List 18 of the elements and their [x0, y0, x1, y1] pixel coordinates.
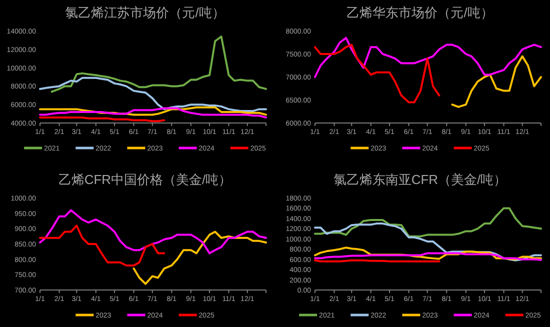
line-series [39, 224, 166, 266]
line-series [39, 209, 267, 254]
line-series [39, 106, 267, 116]
chart-title: 乙烯CFR中国价格（美金/吨） [58, 172, 232, 187]
line-series [314, 36, 542, 78]
line-series [314, 246, 542, 260]
line-series [314, 222, 542, 262]
line-series [39, 107, 267, 118]
chart-title: 氯乙烯江苏市场价（元/吨） [65, 5, 225, 20]
chart-title: 氯乙烯东南亚CFR（美金/吨） [333, 172, 507, 187]
line-series [451, 55, 542, 108]
line-series [314, 252, 542, 261]
line-series [39, 76, 267, 112]
line-series [314, 207, 542, 238]
line-series [314, 44, 440, 104]
line-series [132, 230, 267, 285]
chart-title: 乙烯华东市场价（元/吨） [346, 5, 494, 20]
line-series [50, 36, 267, 93]
